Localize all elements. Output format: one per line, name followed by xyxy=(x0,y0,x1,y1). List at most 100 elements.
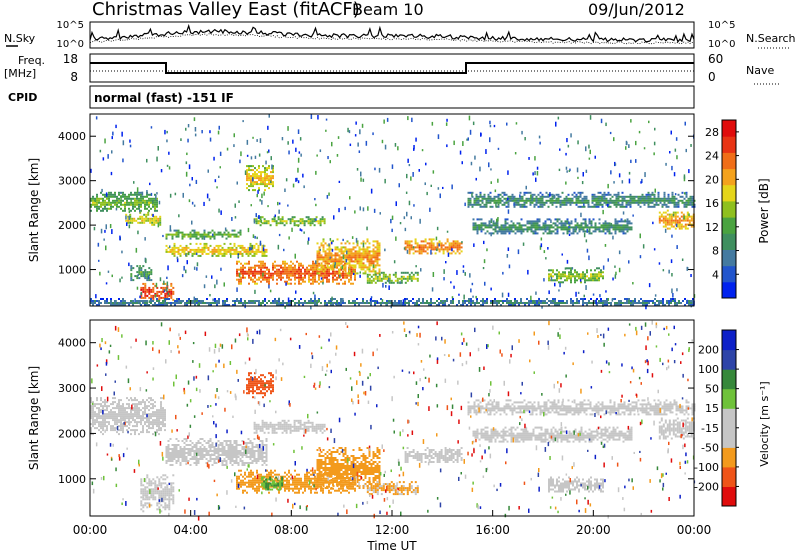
power-cell xyxy=(338,264,341,267)
power-cell xyxy=(368,268,371,271)
power-cell xyxy=(277,218,280,221)
power-speckle xyxy=(314,294,316,300)
power-cell xyxy=(282,262,284,265)
velocity-cell xyxy=(150,415,152,418)
power-cell xyxy=(178,300,180,302)
power-speckle xyxy=(483,240,485,245)
power-cell xyxy=(221,233,224,236)
power-cell xyxy=(94,201,96,204)
power-cell xyxy=(177,248,180,251)
power-speckle xyxy=(250,247,253,251)
velocity-cell xyxy=(134,419,136,422)
velocity-cell xyxy=(144,417,146,420)
power-cell xyxy=(318,254,321,257)
power-cell xyxy=(187,233,190,236)
power-cell xyxy=(316,264,318,267)
velocity-cell xyxy=(104,423,106,426)
velocity-cell xyxy=(140,401,142,404)
power-cell xyxy=(207,252,210,255)
power-cell xyxy=(242,270,244,273)
power-cell xyxy=(588,230,591,233)
power-speckle xyxy=(329,160,331,164)
power-cell xyxy=(112,205,114,208)
power-cell xyxy=(264,266,266,269)
velocity-cell xyxy=(110,415,112,418)
power-cell xyxy=(556,277,558,280)
power-cell xyxy=(342,260,344,263)
power-cell xyxy=(655,201,658,204)
freq-tick-bottom: 8 xyxy=(70,70,78,84)
power-cell xyxy=(340,300,342,302)
power-speckle xyxy=(589,149,591,155)
power-cell xyxy=(272,300,274,302)
power-speckle xyxy=(145,258,147,264)
power-cell xyxy=(124,193,126,196)
power-cell xyxy=(273,220,276,223)
velocity-cell xyxy=(162,421,164,424)
power-cell xyxy=(408,244,411,247)
power-speckle xyxy=(588,255,590,261)
power-speckle xyxy=(338,180,341,183)
power-cell xyxy=(144,199,146,202)
power-cell xyxy=(98,199,100,202)
power-cell xyxy=(134,205,136,208)
velocity-cell xyxy=(140,415,142,418)
velocity-cell xyxy=(92,401,94,404)
power-cell xyxy=(284,266,286,269)
power-cell xyxy=(122,193,124,196)
velocity-cell xyxy=(136,423,138,426)
power-cell xyxy=(134,199,136,202)
power-cell xyxy=(521,199,524,202)
power-cell xyxy=(567,193,570,196)
power-cell xyxy=(364,250,367,253)
power-cell xyxy=(146,277,149,280)
power-speckle xyxy=(403,216,406,220)
power-speckle xyxy=(484,281,486,286)
power-cell xyxy=(370,302,372,304)
power-cell xyxy=(619,195,622,198)
power-cell xyxy=(129,221,132,224)
power-cell xyxy=(578,226,581,229)
power-cell xyxy=(541,201,544,204)
power-speckle xyxy=(98,259,100,262)
power-cell xyxy=(309,224,312,227)
power-cell xyxy=(364,272,367,275)
power-speckle xyxy=(585,146,587,152)
power-speckle xyxy=(490,219,493,224)
power-cell xyxy=(282,276,284,279)
power-speckle xyxy=(300,229,303,232)
power-cell xyxy=(621,201,624,204)
power-speckle xyxy=(653,248,656,251)
power-cell xyxy=(246,183,248,186)
power-speckle xyxy=(150,192,153,196)
power-cell xyxy=(213,250,216,253)
power-cell xyxy=(676,221,679,224)
power-cell xyxy=(276,282,278,285)
power-cell xyxy=(490,300,492,302)
velocity-cell xyxy=(122,405,124,408)
power-cell xyxy=(139,215,142,218)
velocity-cell xyxy=(140,417,142,420)
power-cell xyxy=(653,197,656,200)
power-cell xyxy=(394,302,396,304)
power-cell xyxy=(504,230,507,233)
power-speckle xyxy=(219,151,222,156)
power-cell xyxy=(564,275,566,278)
power-cell xyxy=(376,252,379,255)
power-speckle xyxy=(541,305,543,309)
velocity-cell xyxy=(128,415,130,418)
power-cell xyxy=(96,201,98,204)
power-cell xyxy=(386,277,389,280)
power-speckle xyxy=(156,156,158,162)
power-cell xyxy=(236,272,238,275)
power-cell xyxy=(183,233,186,236)
power-cell xyxy=(159,215,162,218)
velocity-cell xyxy=(162,417,164,420)
power-cell xyxy=(568,267,570,270)
power-cell xyxy=(280,304,282,306)
power-cell xyxy=(263,220,266,223)
power-cell xyxy=(234,302,236,304)
power-cell xyxy=(303,220,306,223)
power-speckle xyxy=(128,262,130,267)
power-cell xyxy=(667,199,670,202)
